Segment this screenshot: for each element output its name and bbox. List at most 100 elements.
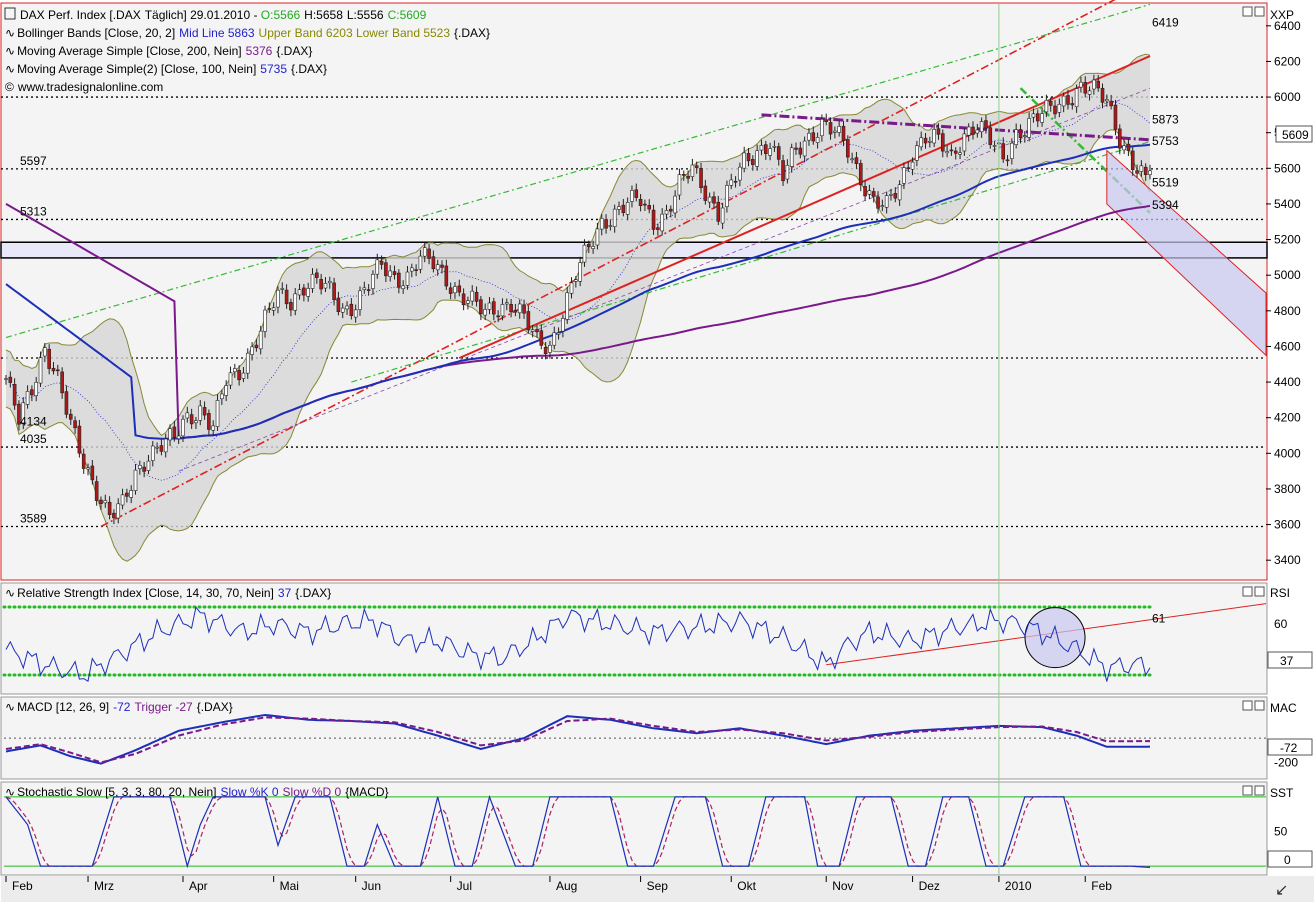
candle-body (1053, 105, 1057, 115)
candle-body (880, 205, 885, 207)
candle-body (517, 303, 522, 314)
candle-body (258, 330, 263, 350)
projection-channel (1106, 149, 1267, 357)
candle-body (397, 272, 401, 288)
close-icon[interactable] (1254, 586, 1265, 597)
candle-body (388, 270, 393, 277)
candle-body (353, 309, 358, 318)
macd-plot: -200 (4, 713, 1298, 769)
candle-body (975, 129, 980, 134)
candle-body (949, 149, 954, 152)
candle-body (504, 302, 509, 305)
maximize-icon[interactable] (1242, 785, 1253, 796)
stoch-tick-label: 50 (1274, 825, 1288, 839)
candle-body (1023, 135, 1027, 137)
candle-body (811, 132, 816, 142)
candle-body (630, 190, 634, 202)
candle-body (932, 129, 936, 144)
candle-body (470, 290, 475, 302)
candle-body (643, 203, 647, 206)
svg-text:∿Bollinger Bands [Close, 20, 2: ∿ Bollinger Bands [Close, 20, 2] Mid Line … (5, 26, 490, 40)
time-axis (1, 876, 1314, 902)
wave-icon: ∿ (5, 44, 15, 58)
rsi-plot: 61 60 (2, 603, 1288, 683)
candle-body (543, 346, 548, 355)
candle-body (1083, 82, 1088, 94)
candle-body (276, 289, 280, 308)
candle-body (107, 501, 112, 515)
panel-buttons[interactable] (1242, 6, 1265, 796)
candle-body (561, 318, 565, 332)
y-tick-label: 4200 (1274, 411, 1301, 425)
candle-body (142, 466, 146, 472)
maximize-icon[interactable] (1242, 700, 1253, 711)
candle-body (241, 372, 246, 379)
close-icon[interactable] (1254, 6, 1265, 17)
candle-body (487, 302, 492, 310)
stoch-k-line (5, 794, 1151, 869)
candle-body (897, 184, 902, 201)
candle-body (755, 150, 759, 167)
candle-body (789, 147, 794, 167)
right-axis (1268, 3, 1314, 875)
candle-body (453, 286, 457, 294)
last-macd-box: -72 (1267, 738, 1313, 756)
candle-body (1010, 142, 1014, 159)
month-label: Mrz (94, 879, 114, 893)
candle-body (1014, 129, 1018, 145)
candle-body (306, 288, 310, 297)
candle-body (919, 137, 924, 148)
candle-body (565, 292, 570, 320)
candle-body (763, 144, 768, 154)
maximize-icon[interactable] (1242, 586, 1253, 597)
candle-body (500, 304, 505, 317)
legend-low: L:5556 (347, 8, 384, 22)
candle-body (604, 219, 608, 229)
candle-body (876, 196, 880, 209)
maximize-icon[interactable] (1242, 6, 1253, 17)
candle-body (297, 289, 302, 296)
resize-handle-icon[interactable]: ↙ (1275, 882, 1288, 899)
trend-line-green-lower (351, 141, 1151, 383)
candle-body (854, 157, 859, 164)
candle-body (910, 161, 915, 170)
candle-body (1040, 113, 1044, 123)
candle-body (138, 464, 142, 470)
last-macd: -72 (1280, 741, 1298, 755)
candle-body (1105, 99, 1109, 102)
candle-body (315, 272, 319, 278)
candle-body (189, 414, 194, 425)
candle-body (1113, 104, 1118, 130)
candle-body (738, 166, 742, 181)
close-icon[interactable] (1254, 700, 1265, 711)
candle-body (116, 503, 121, 519)
svg-text:∿Moving Average Simple [Close,: ∿ Moving Average Simple [Close, 200, Nein… (5, 44, 312, 58)
candle-body (340, 307, 345, 313)
candle-body (569, 282, 574, 294)
candle-body (586, 243, 591, 248)
candle-body (444, 265, 449, 287)
level-label-right: 5519 (1152, 176, 1179, 190)
legend-rsi-value: 37 (278, 586, 292, 600)
candle-body (263, 309, 267, 332)
candle-body (729, 179, 734, 186)
candle-body (176, 435, 181, 440)
close-icon[interactable] (1254, 785, 1265, 796)
candle-body (820, 118, 824, 137)
candle-body (915, 145, 919, 161)
candle-body (112, 512, 116, 519)
candle-body (21, 402, 26, 425)
candle-body (414, 269, 418, 271)
candle-body (207, 413, 211, 430)
candle-body (362, 287, 367, 290)
candle-body (945, 151, 949, 154)
candle-body (43, 347, 47, 357)
candle-body (254, 344, 259, 349)
month-label: Feb (1091, 879, 1112, 893)
candle-body (751, 159, 755, 165)
month-label: Okt (737, 879, 756, 893)
y-tick-label: 4000 (1274, 446, 1301, 460)
axis-labels: 5597 5313 4134 4035 3589 6567 6419 5873 5753 5519… (20, 0, 1301, 567)
